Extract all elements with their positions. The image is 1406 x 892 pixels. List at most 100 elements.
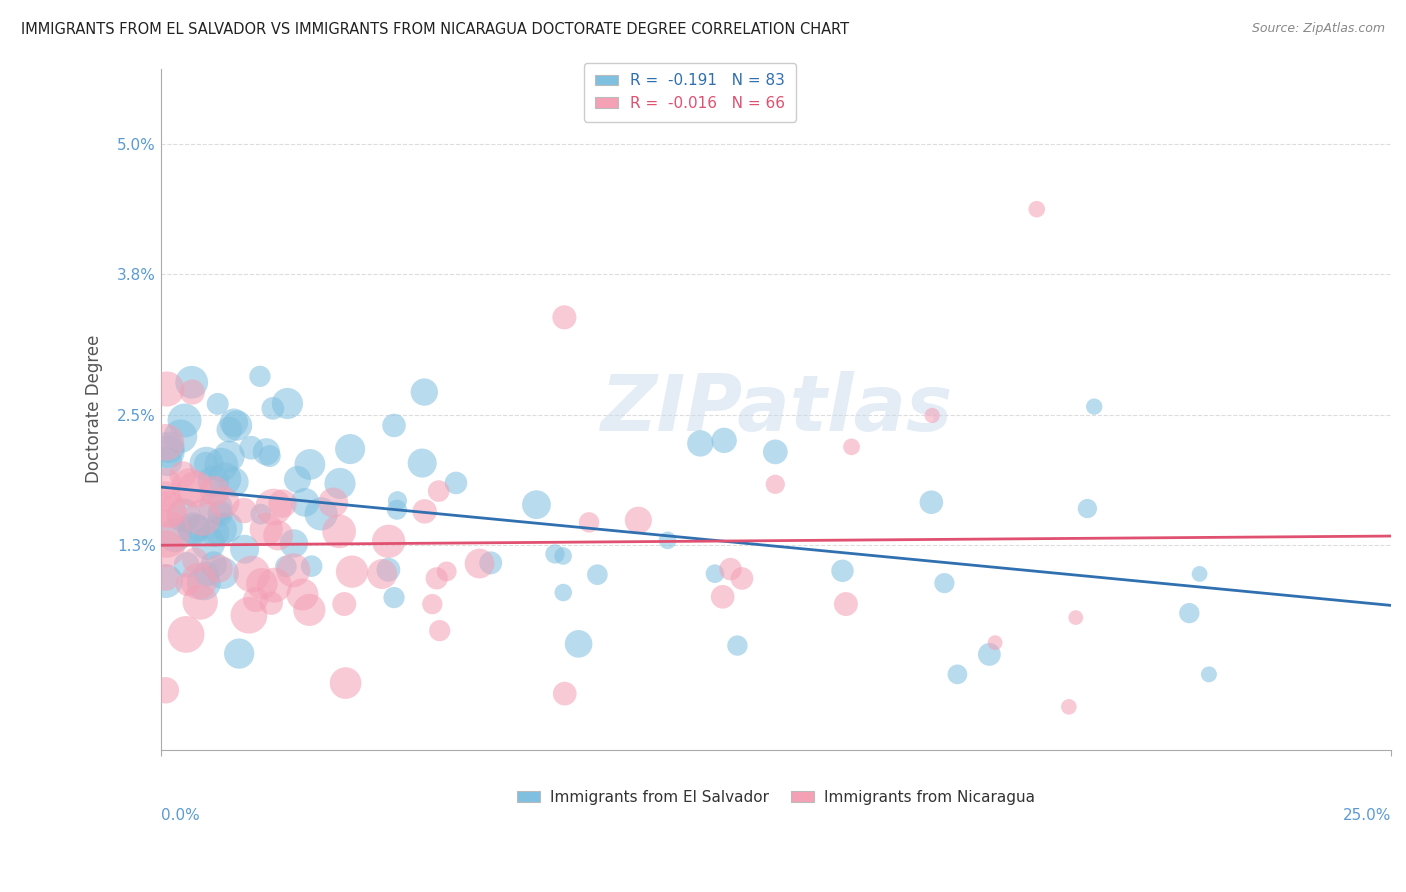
- Point: [155, 574, 177, 588]
- Point: [155, 541, 177, 556]
- Point: [283, 536, 305, 550]
- Text: 0.0%: 0.0%: [160, 808, 200, 823]
- Point: [339, 442, 361, 456]
- Point: [226, 418, 249, 433]
- Point: [1076, 501, 1098, 516]
- Point: [725, 639, 748, 653]
- Point: [420, 597, 443, 611]
- Point: [156, 455, 179, 469]
- Point: [188, 595, 211, 609]
- Point: [191, 510, 214, 524]
- Point: [1198, 667, 1220, 681]
- Point: [979, 648, 1001, 662]
- Point: [287, 472, 309, 486]
- Point: [720, 562, 742, 576]
- Point: [155, 475, 177, 490]
- Point: [155, 683, 177, 698]
- Point: [176, 558, 198, 572]
- Point: [713, 434, 735, 448]
- Point: [260, 596, 283, 610]
- Point: [254, 444, 277, 458]
- Point: [411, 456, 433, 470]
- Point: [763, 445, 786, 459]
- Point: [309, 507, 332, 521]
- Point: [263, 500, 285, 514]
- Point: [204, 525, 226, 540]
- Point: [703, 566, 725, 581]
- Point: [263, 578, 285, 592]
- Point: [195, 457, 218, 471]
- Point: [187, 521, 209, 535]
- Point: [217, 520, 239, 534]
- Point: [554, 687, 576, 701]
- Point: [526, 498, 548, 512]
- Point: [184, 483, 207, 497]
- Point: [155, 526, 177, 541]
- Point: [689, 436, 711, 450]
- Point: [159, 505, 181, 519]
- Point: [187, 574, 209, 589]
- Point: [553, 549, 575, 563]
- Point: [179, 480, 201, 494]
- Point: [335, 676, 357, 690]
- Point: [209, 458, 232, 472]
- Point: [946, 667, 969, 681]
- Point: [204, 500, 226, 515]
- Point: [328, 524, 350, 539]
- Point: [163, 528, 186, 542]
- Point: [249, 507, 271, 521]
- Point: [1064, 610, 1087, 624]
- Point: [553, 310, 575, 325]
- Point: [276, 396, 298, 410]
- Point: [157, 445, 180, 459]
- Point: [429, 624, 451, 638]
- Point: [1188, 566, 1211, 581]
- Point: [436, 565, 458, 579]
- Point: [193, 576, 215, 591]
- Point: [222, 475, 245, 489]
- Point: [245, 592, 267, 607]
- Point: [444, 475, 467, 490]
- Point: [731, 571, 754, 585]
- Point: [208, 561, 231, 575]
- Point: [202, 475, 225, 489]
- Point: [172, 467, 194, 482]
- Point: [413, 504, 436, 518]
- Point: [212, 495, 235, 509]
- Point: [262, 401, 284, 416]
- Point: [155, 489, 177, 503]
- Point: [169, 429, 191, 443]
- Point: [1083, 400, 1105, 414]
- Point: [156, 382, 179, 396]
- Point: [271, 497, 294, 511]
- Point: [921, 409, 943, 423]
- Point: [249, 369, 271, 384]
- Point: [197, 536, 219, 550]
- Point: [254, 522, 277, 536]
- Point: [377, 563, 399, 577]
- Point: [329, 476, 352, 491]
- Point: [183, 522, 205, 536]
- Point: [195, 566, 218, 581]
- Point: [578, 516, 600, 530]
- Point: [291, 587, 314, 601]
- Text: ZIPatlas: ZIPatlas: [600, 371, 952, 447]
- Point: [283, 563, 305, 577]
- Point: [322, 495, 344, 509]
- Point: [174, 627, 197, 641]
- Point: [212, 566, 235, 580]
- Point: [340, 565, 363, 579]
- Point: [371, 566, 394, 581]
- Point: [181, 385, 204, 400]
- Point: [586, 567, 609, 582]
- Point: [385, 502, 408, 516]
- Point: [157, 440, 180, 454]
- Point: [298, 603, 321, 617]
- Point: [233, 503, 256, 517]
- Point: [627, 513, 650, 527]
- Point: [382, 418, 405, 433]
- Point: [468, 557, 491, 571]
- Text: 25.0%: 25.0%: [1343, 808, 1391, 823]
- Point: [479, 556, 502, 570]
- Point: [377, 534, 399, 549]
